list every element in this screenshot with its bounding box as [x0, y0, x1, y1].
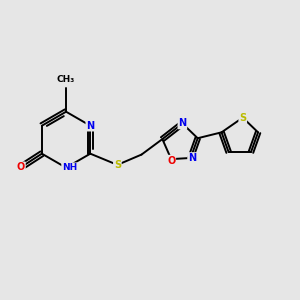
Text: S: S [114, 160, 121, 170]
Text: N: N [86, 121, 94, 131]
Text: N: N [188, 153, 196, 163]
Text: S: S [239, 112, 246, 123]
Text: CH₃: CH₃ [57, 75, 75, 84]
Text: NH: NH [62, 163, 77, 172]
Text: O: O [17, 162, 25, 172]
Text: O: O [167, 156, 175, 166]
Text: N: N [178, 118, 187, 128]
